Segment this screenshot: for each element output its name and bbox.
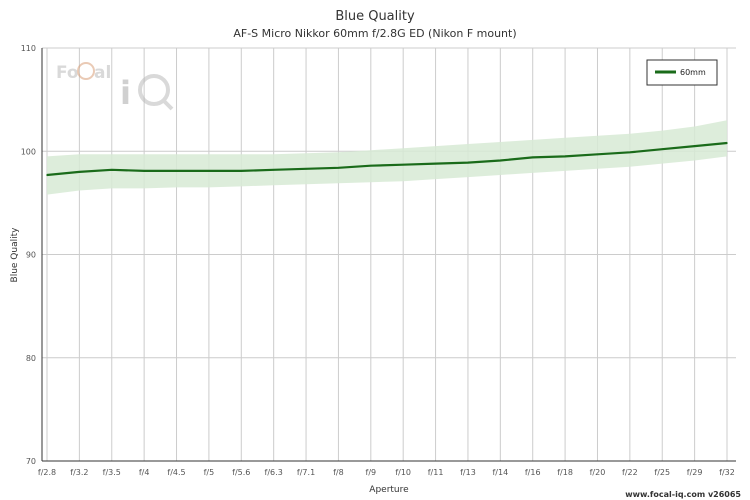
data-point <box>564 155 566 158</box>
x-tick-label: f/2.8 <box>38 468 56 477</box>
confidence-band <box>47 120 727 195</box>
data-point <box>337 166 340 169</box>
x-tick-label: f/10 <box>395 468 411 477</box>
x-tick-label: f/20 <box>590 468 606 477</box>
svg-text:al: al <box>94 63 111 83</box>
data-point <box>208 170 210 172</box>
data-point <box>305 168 307 170</box>
data-point <box>693 145 696 147</box>
data-point <box>46 174 48 176</box>
x-tick-label: f/3.2 <box>70 468 88 477</box>
x-tick-label: f/9 <box>366 468 377 477</box>
series-layer <box>46 141 728 177</box>
data-point <box>272 169 275 171</box>
data-point <box>240 170 243 172</box>
x-tick-label: f/6.3 <box>265 468 283 477</box>
y-tick-label: 80 <box>26 354 36 363</box>
x-tick-label: f/7.1 <box>297 468 315 477</box>
data-point <box>629 151 631 154</box>
chart-subtitle: AF-S Micro Nikkor 60mm f/2.8G ED (Nikon … <box>233 27 516 40</box>
data-point <box>467 161 469 164</box>
y-tick-label: 70 <box>26 457 36 466</box>
footer-text: www.focal-iq.com v26065 <box>625 490 741 499</box>
svg-text:i: i <box>120 74 131 112</box>
data-point <box>370 164 372 167</box>
x-tick-label: f/22 <box>622 468 638 477</box>
x-tick-label: f/18 <box>557 468 573 477</box>
y-axis-title: Blue Quality <box>10 227 20 283</box>
x-tick-label: f/29 <box>687 468 703 477</box>
data-point <box>434 162 437 165</box>
legend[interactable]: 60mm <box>646 59 718 86</box>
x-tick-label: f/4.5 <box>167 468 185 477</box>
x-tick-label: f/5.6 <box>232 468 250 477</box>
data-point <box>499 159 502 162</box>
data-point <box>402 163 404 166</box>
data-point <box>596 153 599 156</box>
legend-label: 60mm <box>680 68 706 77</box>
x-tick-label: f/11 <box>428 468 444 477</box>
data-point <box>726 142 728 144</box>
chart-title: Blue Quality <box>335 9 415 24</box>
data-point <box>531 156 534 159</box>
x-tick-label: f/5 <box>204 468 215 477</box>
y-tick-label: 110 <box>21 44 36 53</box>
x-tick-label: f/4 <box>139 468 150 477</box>
data-point <box>175 170 178 172</box>
y-tick-label: 90 <box>26 251 36 260</box>
x-tick-label: f/3.5 <box>103 468 121 477</box>
focal-iq-logo: Fo al i <box>56 62 174 112</box>
x-tick-label: f/13 <box>460 468 476 477</box>
x-tick-label: f/32 <box>719 468 735 477</box>
data-point <box>78 171 81 173</box>
x-tick-label: f/8 <box>333 468 344 477</box>
svg-text:Fo: Fo <box>56 63 79 83</box>
x-axis-title: Aperture <box>369 485 409 495</box>
data-point <box>110 169 113 171</box>
x-tick-label: f/16 <box>525 468 541 477</box>
y-tick-label: 100 <box>21 147 36 156</box>
series-line-60mm <box>46 141 728 177</box>
confidence-band-area <box>47 120 727 195</box>
axes: f/2.8 f/3.2 f/3.5 f/4 f/4.5 f/5 f/5.6 f/6.3 f/7.… <box>21 44 736 477</box>
data-point <box>661 148 664 150</box>
data-point <box>143 170 145 172</box>
x-tick-label: f/25 <box>654 468 670 477</box>
x-tick-label: f/14 <box>492 468 508 477</box>
